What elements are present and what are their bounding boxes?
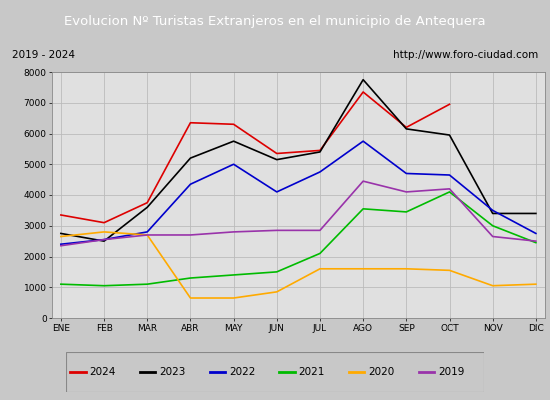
Text: http://www.foro-ciudad.com: http://www.foro-ciudad.com bbox=[393, 50, 538, 60]
Text: 2023: 2023 bbox=[160, 367, 186, 377]
Text: 2022: 2022 bbox=[229, 367, 255, 377]
Text: Evolucion Nº Turistas Extranjeros en el municipio de Antequera: Evolucion Nº Turistas Extranjeros en el … bbox=[64, 14, 486, 28]
Text: 2019: 2019 bbox=[438, 367, 464, 377]
Text: 2021: 2021 bbox=[299, 367, 325, 377]
Text: 2019 - 2024: 2019 - 2024 bbox=[12, 50, 75, 60]
Text: 2020: 2020 bbox=[368, 367, 394, 377]
Text: 2024: 2024 bbox=[90, 367, 116, 377]
